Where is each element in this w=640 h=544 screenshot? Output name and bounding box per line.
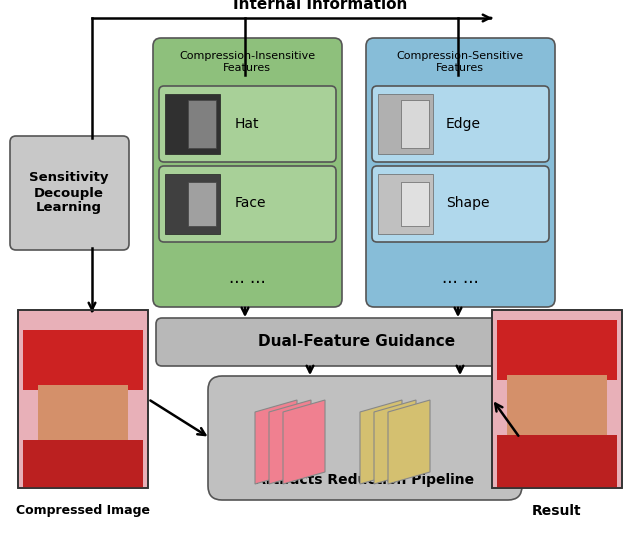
FancyBboxPatch shape xyxy=(159,166,336,242)
Polygon shape xyxy=(360,400,402,484)
Bar xyxy=(165,94,220,154)
Text: Dual-Feature Guidance: Dual-Feature Guidance xyxy=(259,335,456,349)
Bar xyxy=(23,440,143,488)
Polygon shape xyxy=(497,320,617,380)
Polygon shape xyxy=(269,400,311,484)
Text: ... ...: ... ... xyxy=(228,269,266,287)
Bar xyxy=(507,375,607,450)
Bar xyxy=(492,310,622,488)
Text: Result: Result xyxy=(532,504,582,518)
Polygon shape xyxy=(23,330,143,390)
Polygon shape xyxy=(374,400,416,484)
Bar xyxy=(401,182,429,226)
Bar xyxy=(188,100,216,148)
Bar xyxy=(492,310,622,488)
FancyBboxPatch shape xyxy=(10,136,129,250)
FancyBboxPatch shape xyxy=(156,318,558,366)
FancyBboxPatch shape xyxy=(153,38,342,307)
Polygon shape xyxy=(283,400,325,484)
Text: Artifacts Reduction Pipeline: Artifacts Reduction Pipeline xyxy=(255,473,475,487)
Text: Shape: Shape xyxy=(446,196,490,210)
FancyBboxPatch shape xyxy=(208,376,522,500)
Polygon shape xyxy=(388,400,430,484)
FancyBboxPatch shape xyxy=(366,38,555,307)
Bar xyxy=(188,182,216,226)
Bar xyxy=(378,174,433,234)
Bar xyxy=(165,174,220,234)
FancyBboxPatch shape xyxy=(372,166,549,242)
Bar xyxy=(378,94,433,154)
Text: Internal Information: Internal Information xyxy=(233,0,407,12)
Bar xyxy=(18,310,148,488)
Bar xyxy=(38,385,128,455)
Text: Compressed Image: Compressed Image xyxy=(16,504,150,517)
Bar xyxy=(18,310,148,488)
FancyBboxPatch shape xyxy=(159,86,336,162)
Bar xyxy=(401,100,429,148)
Text: Compression-Insensitive
Features: Compression-Insensitive Features xyxy=(179,51,315,73)
Text: Sensitivity
Decouple
Learning: Sensitivity Decouple Learning xyxy=(29,171,109,214)
Text: Edge: Edge xyxy=(446,117,481,131)
Text: Face: Face xyxy=(235,196,266,210)
Text: ... ...: ... ... xyxy=(442,269,478,287)
FancyBboxPatch shape xyxy=(372,86,549,162)
Bar xyxy=(497,435,617,488)
Text: Compression-Sensitive
Features: Compression-Sensitive Features xyxy=(396,51,524,73)
Text: Hat: Hat xyxy=(235,117,259,131)
Polygon shape xyxy=(255,400,297,484)
